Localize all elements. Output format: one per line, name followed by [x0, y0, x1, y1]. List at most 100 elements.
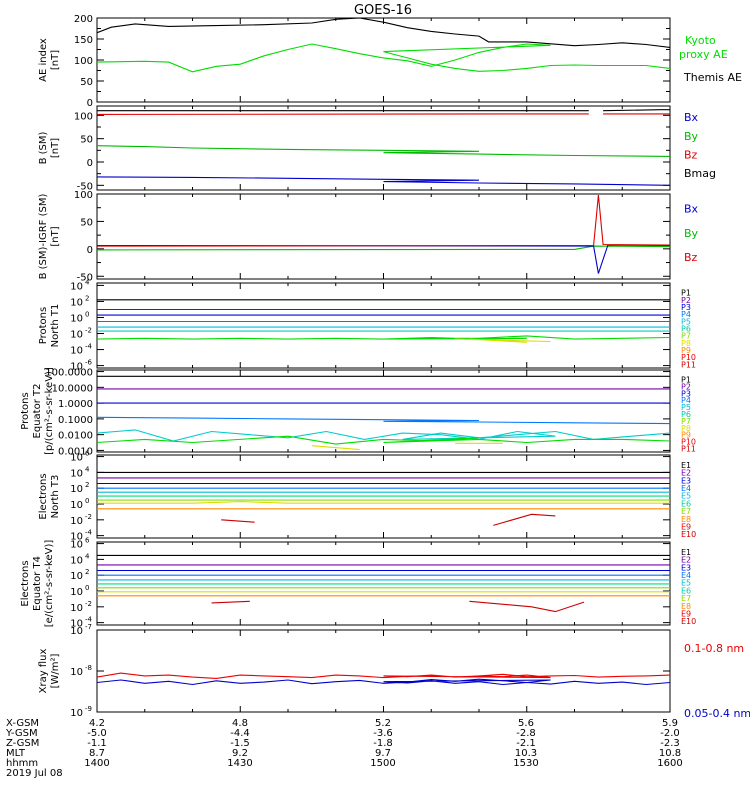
y-tick-exponent: 6	[85, 450, 90, 458]
legend-entry: P8	[681, 424, 691, 433]
y-tick-exponent: -2	[85, 513, 92, 521]
y-tick-exponent: -2	[85, 600, 92, 608]
legend-entry: P6	[681, 410, 691, 419]
y-tick-label: 100	[74, 111, 93, 122]
series-p8	[455, 338, 551, 343]
legend-entry: Bmag	[684, 167, 716, 180]
y-tick-exponent: 2	[85, 294, 89, 302]
footer-value: -1.5	[230, 738, 250, 749]
legend-entry: 0.05-0.4 nm	[684, 707, 750, 720]
legend-entry: E4	[681, 484, 691, 493]
legend-entry: E8	[681, 515, 691, 524]
series-group	[97, 299, 670, 343]
legend-entry: P4	[681, 396, 691, 405]
y-tick-exponent: -6	[85, 359, 93, 367]
legend-entry: P2	[681, 382, 691, 391]
y-tick-label: 10	[70, 540, 83, 551]
y-tick-exponent: 2	[85, 568, 89, 576]
series-group	[97, 471, 670, 526]
series-themis-ae	[97, 18, 670, 48]
y-tick-exponent: 0	[85, 497, 89, 505]
legend-entry: E8	[681, 602, 691, 611]
series-group	[97, 375, 670, 451]
y-tick-label: 10	[70, 587, 83, 598]
y-tick-label: 200	[74, 14, 93, 25]
y-axis-label: AE index	[38, 38, 49, 82]
y-tick-exponent: -4	[85, 529, 93, 537]
y-tick-label: 100	[74, 190, 93, 201]
y-tick-label: 100	[74, 56, 93, 67]
legend-entry: E9	[681, 609, 691, 618]
legend-entry: P1	[681, 375, 691, 384]
y-axis-label: Protons	[20, 392, 31, 429]
y-tick-exponent: 4	[85, 552, 90, 560]
y-axis-label: [nT]	[50, 50, 61, 70]
footer-row-label: hhmm	[6, 758, 38, 769]
legend-entry: Bx	[684, 203, 699, 216]
series-group	[97, 109, 670, 186]
y-axis-label: B (SM)-IGRF (SM)	[38, 194, 49, 280]
legend-entry: E7	[681, 507, 691, 516]
panel-frame	[96, 193, 671, 280]
footer-value: -2.0	[660, 728, 680, 739]
legend-entry: E6	[681, 586, 691, 595]
y-tick-label: 10	[70, 626, 83, 637]
footer-value: 5.9	[662, 718, 678, 729]
y-tick-label: 0	[87, 245, 93, 256]
y-tick-label: 10	[70, 516, 83, 527]
y-tick-exponent: -2	[85, 327, 92, 335]
y-tick-exponent: -9	[85, 705, 92, 713]
legend-entry: E1	[681, 548, 691, 557]
legend-entry: P8	[681, 339, 691, 348]
y-tick-label: 0.1000	[58, 415, 93, 426]
footer-value: 4.8	[232, 718, 248, 729]
panel-frame	[96, 282, 671, 369]
legend-entry: E5	[681, 492, 691, 501]
y-axis-label: Equator T4	[32, 556, 43, 611]
series-group	[97, 18, 670, 73]
legend-entry: P4	[681, 310, 691, 319]
footer-value: 1400	[84, 758, 109, 769]
legend-entry: E3	[681, 563, 691, 572]
footer-row-label: X-GSM	[6, 718, 39, 729]
series-0-05-0-4-nm	[97, 678, 670, 686]
series-bz	[97, 195, 670, 247]
legend-entry: Kyoto	[685, 34, 716, 47]
y-axis-label: North T1	[50, 304, 61, 348]
legend-entry: By	[684, 227, 699, 240]
legend-entry: P3	[681, 303, 691, 312]
footer-value: 5.6	[518, 718, 534, 729]
legend-entry: Bz	[684, 251, 698, 264]
y-tick-label: 0	[87, 158, 93, 169]
legend-entry: P11	[681, 445, 696, 454]
y-tick-label: 10	[70, 281, 83, 292]
y-tick-exponent: 4	[85, 278, 90, 286]
footer-value: 9.2	[232, 748, 248, 759]
y-tick-exponent: -4	[85, 343, 93, 351]
legend-entry: E2	[681, 469, 691, 478]
y-tick-label: 10	[70, 500, 83, 511]
y-tick-label: 10	[70, 313, 83, 324]
y-axis-label: Protons	[38, 307, 49, 344]
footer-value: 1600	[657, 758, 682, 769]
footer-date: 2019 Jul 08	[6, 768, 63, 779]
footer-row-label: Z-GSM	[6, 738, 39, 749]
legend-entry: E7	[681, 594, 691, 603]
y-tick-label: 100.0000	[45, 368, 93, 379]
footer-row-label: MLT	[6, 748, 26, 759]
legend-entry: E2	[681, 556, 691, 565]
y-tick-label: 10	[70, 297, 83, 308]
footer-value: 9.7	[375, 748, 391, 759]
y-tick-label: -50	[77, 181, 93, 192]
series-bmag	[97, 109, 670, 112]
y-tick-label: 0	[87, 98, 93, 109]
y-tick-label: 10	[70, 571, 83, 582]
y-tick-label: 10	[70, 619, 83, 630]
y-tick-label: 50	[80, 217, 93, 228]
y-tick-label: 10	[70, 346, 83, 357]
